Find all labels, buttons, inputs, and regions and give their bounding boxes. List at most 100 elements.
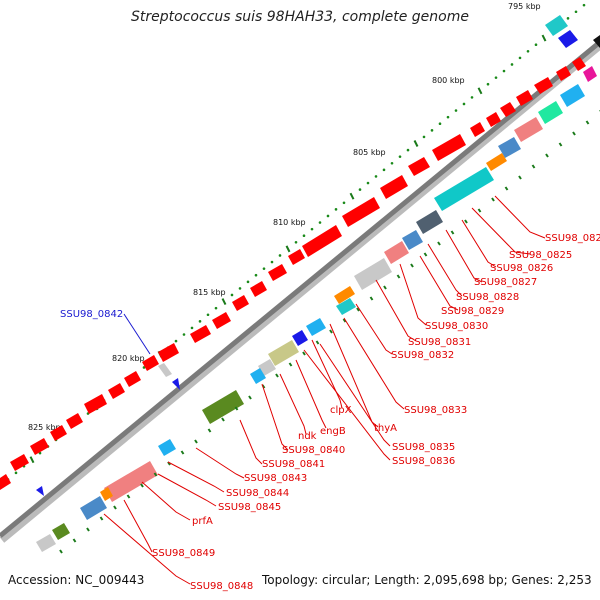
gene-arrow: [558, 30, 578, 48]
connector-0828: [427, 243, 463, 297]
gene-label: SSU98_0843: [244, 473, 307, 484]
gene-arrow: [84, 394, 107, 414]
gene-arrow: [354, 258, 392, 290]
connector-0842: [123, 313, 151, 355]
scale-dot: [366, 181, 370, 185]
gene-arrow: [486, 112, 501, 127]
gene-label: SSU98_0836: [392, 456, 455, 467]
scale-ticks: [29, 34, 547, 464]
scale-dot: [486, 82, 490, 86]
gene-label: thyA: [374, 423, 397, 434]
scale-dot: [406, 148, 410, 152]
scale-dot: [422, 135, 426, 139]
forward-strand-features: [0, 57, 597, 490]
reverse-strand-features: [36, 15, 600, 552]
scale-dot: [342, 201, 346, 205]
inner-tick: [504, 186, 509, 191]
gene-arrow: [202, 390, 244, 424]
inner-tick: [437, 241, 441, 246]
gene-arrow: [190, 325, 211, 343]
gene-arrow: [408, 157, 430, 176]
scale-dot: [438, 122, 442, 126]
gene-arrow: [50, 425, 67, 441]
gene-label: engB: [320, 426, 346, 437]
inner-tick: [153, 472, 158, 477]
inner-ticks: [59, 110, 600, 554]
accession-text: Accession: NC_009443: [8, 573, 145, 587]
inner-tick: [99, 516, 104, 521]
scale-dot: [214, 306, 218, 310]
gene-label: SSU98_0827: [474, 277, 537, 288]
inner-tick: [248, 395, 252, 400]
connector-0845: [157, 473, 217, 507]
gene-arrow: [288, 249, 305, 265]
gene-arrow: [268, 264, 287, 281]
scale-dot: [470, 96, 474, 99]
gene-arrow: [0, 474, 11, 490]
scale-major-tick: [349, 192, 355, 200]
inner-tick: [194, 439, 198, 444]
scale-label-810: 810 kbp: [273, 218, 306, 227]
gene-label: SSU98_0842: [60, 309, 123, 320]
scale-dot: [566, 17, 570, 20]
scale-dot: [262, 267, 266, 270]
gene-arrow: [292, 330, 308, 346]
gene-arrow: [545, 15, 568, 36]
gene-arrow: [500, 102, 516, 117]
scale-dot: [198, 320, 202, 323]
connector-0836: [303, 349, 391, 461]
backbone-shadow: [0, 43, 600, 543]
connector-0824: [494, 195, 546, 239]
gene-arrow: [342, 197, 380, 227]
connector-ndk: [279, 373, 307, 435]
label-connectors: [103, 195, 546, 585]
inner-tick: [369, 296, 374, 301]
genome-summary-text: Topology: circular; Length: 2,095,698 bp…: [262, 573, 592, 587]
scale-dot: [142, 366, 146, 369]
gene-arrow: [66, 413, 83, 429]
scale-dot: [326, 214, 330, 218]
inner-tick: [207, 428, 212, 433]
gene-arrow: [158, 439, 176, 456]
scale-dot: [582, 3, 586, 7]
scale-dots: [0, 3, 586, 488]
inner-tick: [558, 142, 563, 147]
scale-dot: [246, 280, 250, 284]
gene-arrow: [336, 298, 356, 315]
scale-dot: [206, 313, 210, 317]
inner-tick: [383, 285, 387, 290]
gene-arrow: [593, 35, 600, 48]
gene-label: SSU98_0841: [262, 459, 325, 470]
gene-arrow: [212, 312, 231, 329]
connector-0841: [239, 419, 263, 465]
inner-tick: [531, 164, 536, 169]
gene-arrow: [158, 343, 179, 362]
gene-label: SSU98_0840: [282, 445, 345, 456]
gene-arrow: [52, 523, 70, 540]
scale-dot: [278, 254, 282, 257]
scale-dot: [230, 293, 234, 297]
scale-major-tick: [477, 87, 483, 95]
gene-arrow: [250, 281, 267, 297]
scale-dot: [574, 10, 578, 14]
scale-dot: [254, 273, 258, 277]
inner-tick: [342, 318, 347, 323]
inner-tick: [72, 538, 77, 543]
scale-major-tick: [413, 140, 419, 147]
gene-arrow: [306, 318, 326, 336]
scale-dot: [238, 287, 242, 290]
connector-0829: [419, 255, 459, 311]
gene-arrow: [100, 487, 113, 501]
scale-dot: [374, 175, 378, 178]
connector-0849: [123, 499, 153, 553]
gene-arrow: [302, 225, 342, 257]
gene-arrow: [583, 66, 597, 82]
scale-major-tick: [29, 456, 35, 464]
gene-arrow: [432, 134, 466, 161]
connector-0827: [445, 229, 483, 283]
inner-tick: [545, 153, 549, 158]
scale-major-tick: [285, 245, 291, 253]
gene-arrow: [104, 461, 158, 502]
scale-dot: [398, 155, 402, 158]
scale-label-800: 800 kbp: [432, 76, 465, 85]
